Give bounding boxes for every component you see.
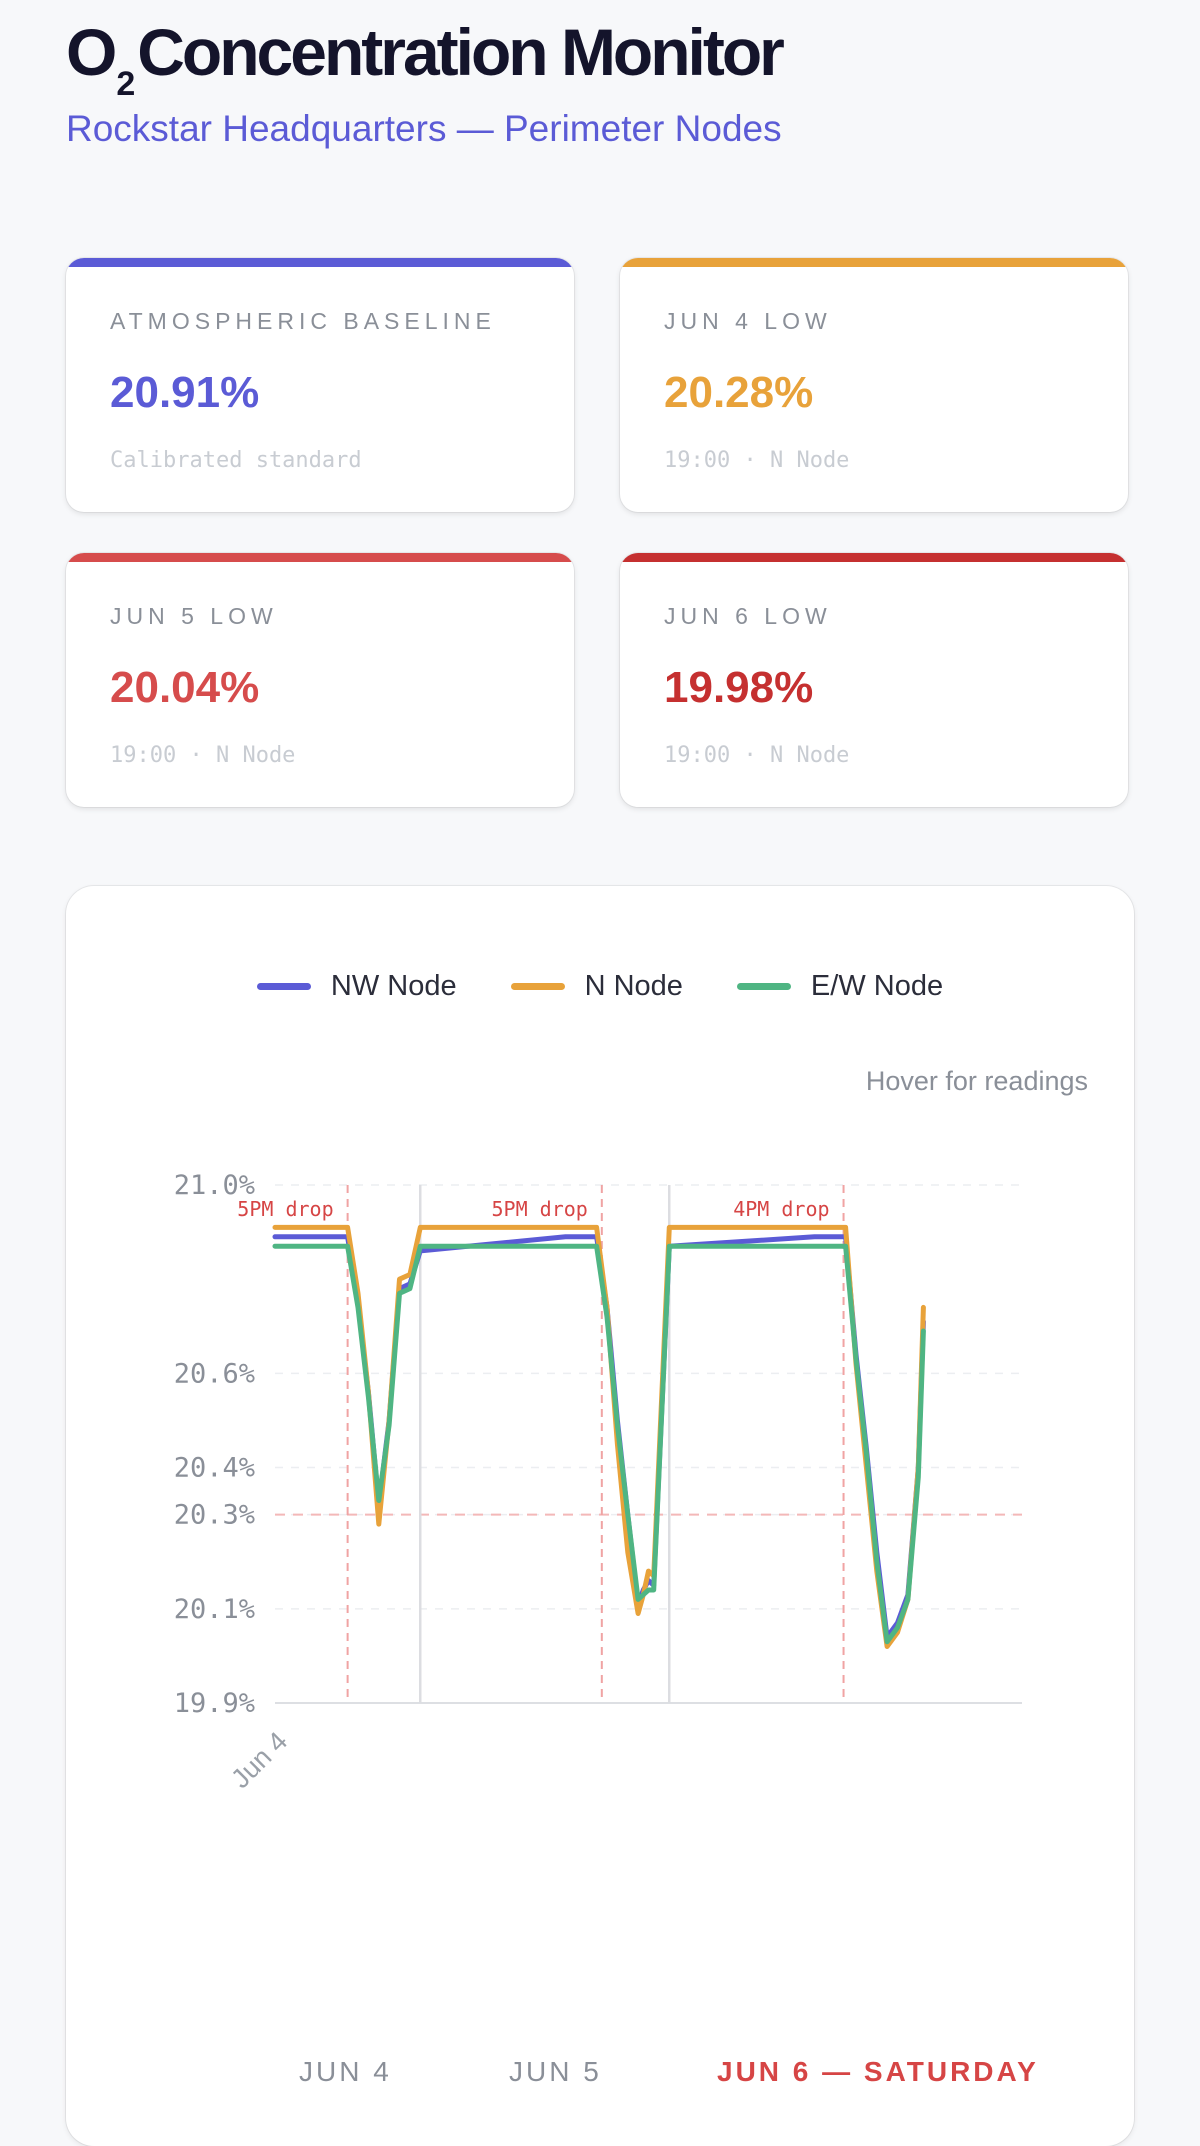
title-subscript: 2 — [116, 65, 136, 103]
series-line-2 — [272, 1243, 926, 1645]
jun6-low-card: JUN 6 LOW 19.98% 19:00 · N Node — [620, 553, 1128, 807]
card-value: 20.04% — [110, 663, 260, 712]
card-accent-bar — [66, 553, 574, 562]
chart-card: NW Node N Node E/W Node Hover for readin… — [66, 886, 1134, 2146]
o2-line-chart[interactable]: 21.0% 20.6% 20.4% 20.3% 20.1% 19.9% 5PM drop 5P… — [66, 886, 1134, 2086]
card-accent-bar — [66, 258, 574, 267]
card-accent-bar — [620, 553, 1128, 562]
card-note: 19:00 · N Node — [110, 743, 296, 768]
card-value: 20.28% — [664, 368, 814, 417]
y-tick-label: 20.1% — [174, 1594, 255, 1625]
card-note: 19:00 · N Node — [664, 743, 850, 768]
card-label: JUN 4 LOW — [664, 308, 832, 334]
legend-item-n[interactable]: N Node — [510, 970, 683, 1003]
legend-swatch-ew — [736, 983, 791, 990]
card-note: Calibrated standard — [110, 448, 362, 473]
drop-marker-label: 5PM drop — [237, 1197, 333, 1221]
card-label: JUN 5 LOW — [110, 603, 278, 629]
page-title: O2Concentration Monitor — [66, 12, 785, 104]
drop-marker-label: 4PM drop — [733, 1197, 829, 1221]
x-tick-label: Jun 4 — [225, 1726, 293, 1794]
title-text: Concentration Monitor — [137, 15, 785, 89]
card-value: 19.98% — [664, 663, 814, 712]
drop-marker-label: 5PM drop — [491, 1197, 587, 1221]
legend-label-ew: E/W Node — [810, 970, 944, 1002]
page-subtitle: Rockstar Headquarters — Perimeter Nodes — [66, 108, 782, 149]
day-label-jun5[interactable]: JUN 5 — [509, 2056, 602, 2087]
baseline-card: ATMOSPHERIC BASELINE 20.91% Calibrated s… — [66, 258, 574, 512]
card-value: 20.91% — [110, 368, 260, 417]
legend-label-nw: NW Node — [330, 970, 457, 1002]
legend-item-ew[interactable]: E/W Node — [736, 970, 944, 1003]
card-note: 19:00 · N Node — [664, 448, 850, 473]
y-tick-label: 20.4% — [174, 1453, 255, 1484]
day-label-jun4[interactable]: JUN 4 — [299, 2056, 392, 2087]
page-header: O2Concentration Monitor Rockstar Headqua… — [66, 12, 785, 150]
jun4-low-card: JUN 4 LOW 20.28% 19:00 · N Node — [620, 258, 1128, 512]
y-tick-label: 19.9% — [174, 1688, 255, 1719]
day-label-jun6[interactable]: JUN 6 — SATURDAY — [717, 2056, 1039, 2087]
y-tick-label: 20.3% — [174, 1500, 255, 1531]
title-o: O — [66, 15, 117, 89]
y-tick-label: 20.6% — [174, 1358, 255, 1389]
chart-legend: NW Node N Node E/W Node — [66, 970, 1134, 1003]
legend-label-n: N Node — [584, 970, 683, 1002]
y-tick-label: 21.0% — [174, 1170, 255, 1201]
legend-item-nw[interactable]: NW Node — [256, 970, 457, 1003]
hover-hint: Hover for readings — [865, 1066, 1088, 1096]
legend-swatch-nw — [256, 983, 311, 990]
card-label: ATMOSPHERIC BASELINE — [110, 308, 496, 334]
card-label: JUN 6 LOW — [664, 603, 832, 629]
card-accent-bar — [620, 258, 1128, 267]
jun5-low-card: JUN 5 LOW 20.04% 19:00 · N Node — [66, 553, 574, 807]
legend-swatch-n — [510, 983, 565, 990]
